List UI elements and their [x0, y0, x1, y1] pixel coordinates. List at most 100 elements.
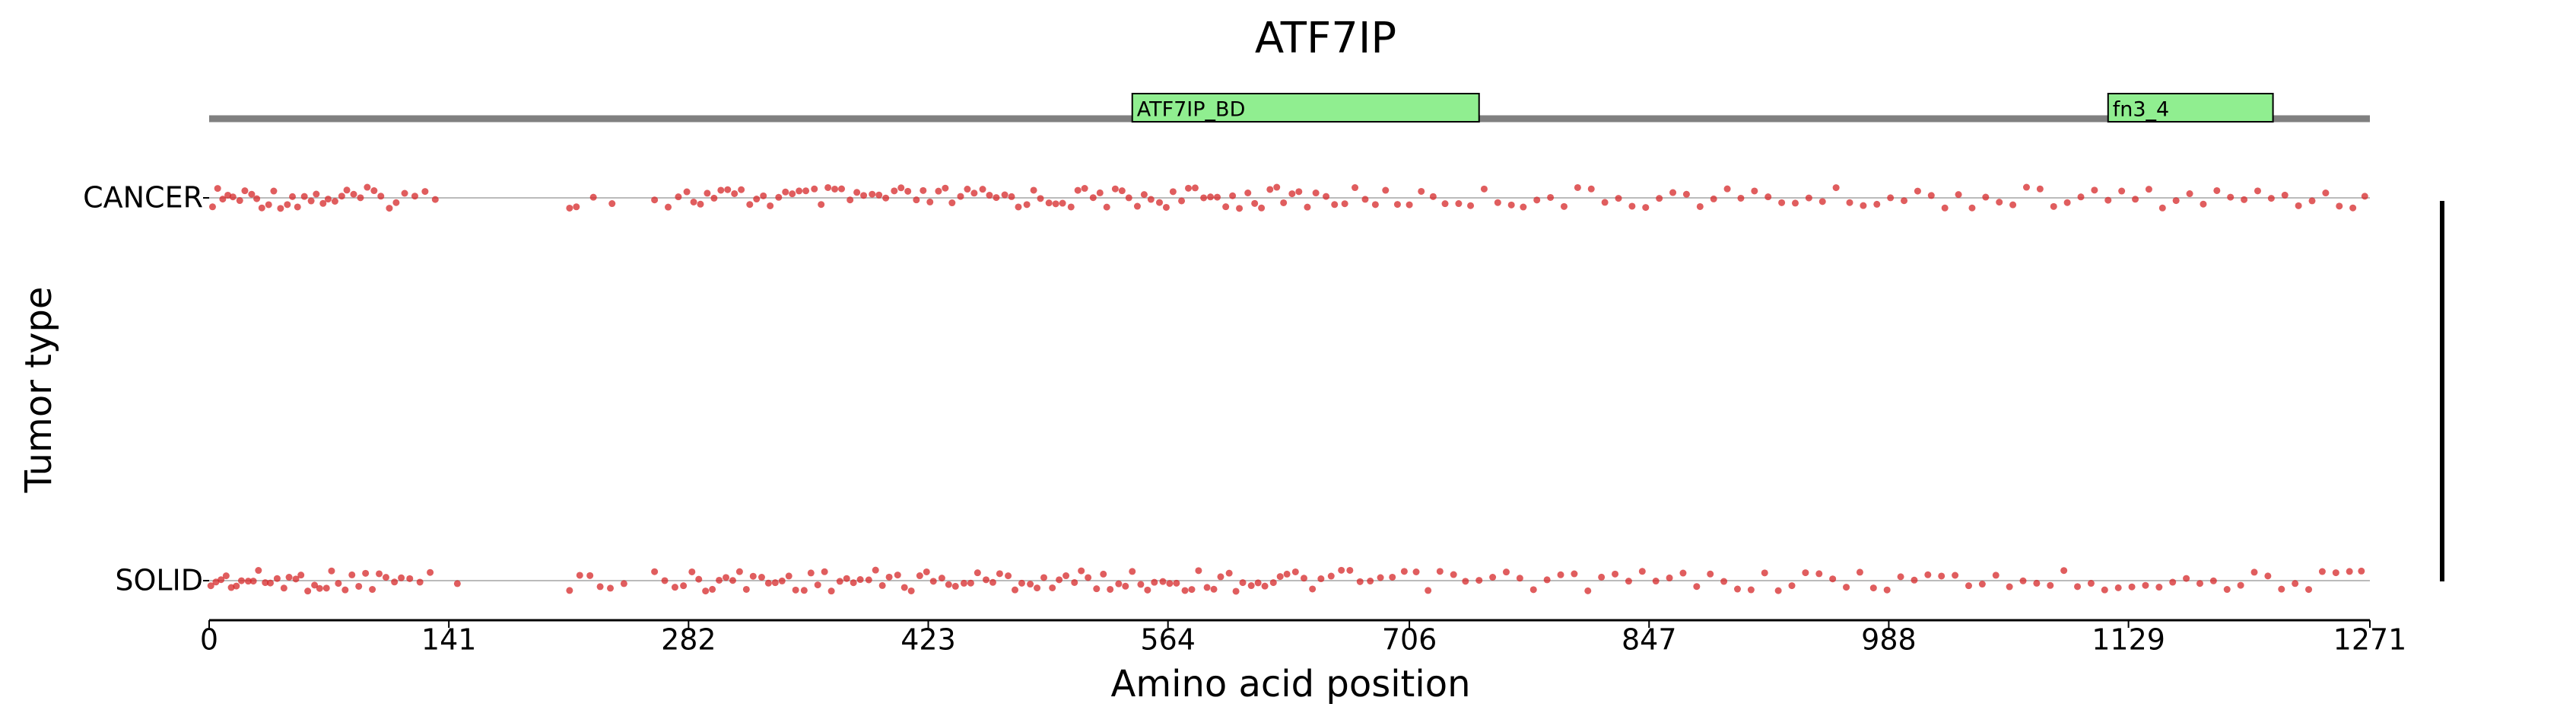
- mutation-point: [2074, 583, 2082, 591]
- mutation-point: [1049, 584, 1056, 591]
- mutation-point: [1085, 574, 1092, 581]
- y-tick-label: CANCER: [83, 181, 203, 215]
- mutation-point: [724, 186, 732, 193]
- mutation-point: [1159, 578, 1167, 585]
- mutation-point: [2227, 193, 2235, 201]
- mutation-point: [1529, 586, 1537, 594]
- mutation-point: [1283, 570, 1291, 578]
- mutation-point: [2196, 580, 2203, 587]
- mutation-point: [749, 572, 757, 580]
- mutation-point: [1030, 186, 1037, 194]
- mutation-point: [1008, 193, 1015, 200]
- mutation-point: [1982, 193, 1990, 201]
- mutation-point: [1018, 579, 1025, 587]
- mutation-point: [869, 190, 876, 198]
- mutation-point: [270, 187, 278, 195]
- mutation-point: [1067, 203, 1075, 211]
- mutation-point: [1107, 585, 1114, 593]
- mutation-point: [675, 193, 682, 201]
- mutation-point: [993, 194, 1000, 202]
- mutation-point: [960, 579, 967, 587]
- mutation-point: [1543, 576, 1551, 584]
- mutation-point: [2322, 189, 2330, 197]
- chart-title: ATF7IP: [1255, 14, 1396, 63]
- mutation-point: [229, 193, 237, 201]
- mutation-point: [775, 193, 783, 201]
- mutation-point: [1081, 185, 1088, 193]
- mutation-point: [1873, 200, 1881, 208]
- mutation-point: [2006, 583, 2013, 591]
- mutation-point: [1475, 577, 1483, 584]
- mutation-point: [1040, 574, 1048, 581]
- mutation-point: [821, 568, 828, 575]
- mutation-point: [1516, 575, 1523, 582]
- mutation-point: [843, 575, 850, 582]
- mutation-point: [716, 576, 723, 584]
- mutation-point: [1467, 202, 1475, 209]
- y-axis-label: Tumor type: [17, 287, 60, 494]
- mutation-point: [1210, 585, 1218, 593]
- mutation-point: [1188, 586, 1196, 594]
- mutation-point: [1093, 585, 1101, 593]
- mutation-point: [1361, 196, 1369, 203]
- mutation-point: [1295, 188, 1303, 196]
- mutation-point: [2009, 201, 2017, 209]
- mutation-point: [1005, 572, 1012, 580]
- mutation-point: [742, 585, 750, 593]
- mutation-point: [710, 194, 718, 202]
- mutation-point: [280, 584, 287, 592]
- mutation-point: [313, 190, 320, 198]
- mutation-point: [1764, 193, 1772, 201]
- mutation-point: [2060, 567, 2068, 575]
- mutation-point: [1656, 195, 1663, 202]
- mutation-point: [431, 196, 439, 203]
- mutation-point: [767, 202, 774, 209]
- mutation-point: [297, 572, 305, 579]
- mutation-point: [2128, 583, 2136, 591]
- mutation-point: [2183, 575, 2190, 582]
- mutation-point: [1941, 204, 1949, 212]
- mutation-point: [651, 568, 659, 575]
- mutation-point: [1707, 570, 1714, 578]
- mutation-point: [1276, 573, 1284, 581]
- mutation-point: [1450, 571, 1457, 578]
- mutation-point: [2267, 195, 2275, 202]
- mutation-point: [2209, 577, 2217, 584]
- mutation-point: [683, 188, 691, 196]
- mutation-point: [1078, 567, 1085, 575]
- mutation-point: [294, 203, 301, 211]
- mutation-point: [1269, 579, 1277, 587]
- mutation-point: [1669, 189, 1677, 196]
- mutation-point: [709, 585, 716, 593]
- mutation-point: [2223, 586, 2231, 594]
- mutation-point: [986, 192, 993, 199]
- mutation-point: [1346, 566, 1354, 574]
- mutation-point: [1720, 578, 1728, 585]
- mutation-point: [2169, 578, 2177, 586]
- mutation-point: [2264, 572, 2272, 580]
- mutation-point: [258, 204, 265, 212]
- mutation-point: [2346, 568, 2353, 575]
- mutation-point: [241, 187, 249, 195]
- mutation-point: [2036, 185, 2044, 193]
- x-axis-label: Amino acid position: [1111, 663, 1471, 705]
- mutation-point: [2332, 569, 2339, 577]
- mutation-point: [1356, 578, 1364, 585]
- mutation-point: [1217, 573, 1224, 581]
- mutation-point: [697, 200, 704, 208]
- mutation-point: [1897, 573, 1904, 581]
- mutation-point: [2132, 196, 2139, 203]
- mutation-point: [1037, 195, 1044, 202]
- mutation-point: [1693, 583, 1701, 591]
- mutation-point: [1291, 568, 1299, 575]
- mutation-point: [1584, 587, 1592, 594]
- mutation-point: [1638, 568, 1646, 575]
- mutation-point: [1883, 586, 1891, 594]
- mutation-point: [929, 578, 937, 585]
- mutation-point: [1723, 185, 1731, 193]
- mutation-point: [1052, 200, 1059, 208]
- mutation-point: [586, 572, 594, 579]
- mutation-point: [1034, 584, 1041, 592]
- mutation-point: [907, 587, 915, 594]
- mutation-point: [2213, 186, 2221, 194]
